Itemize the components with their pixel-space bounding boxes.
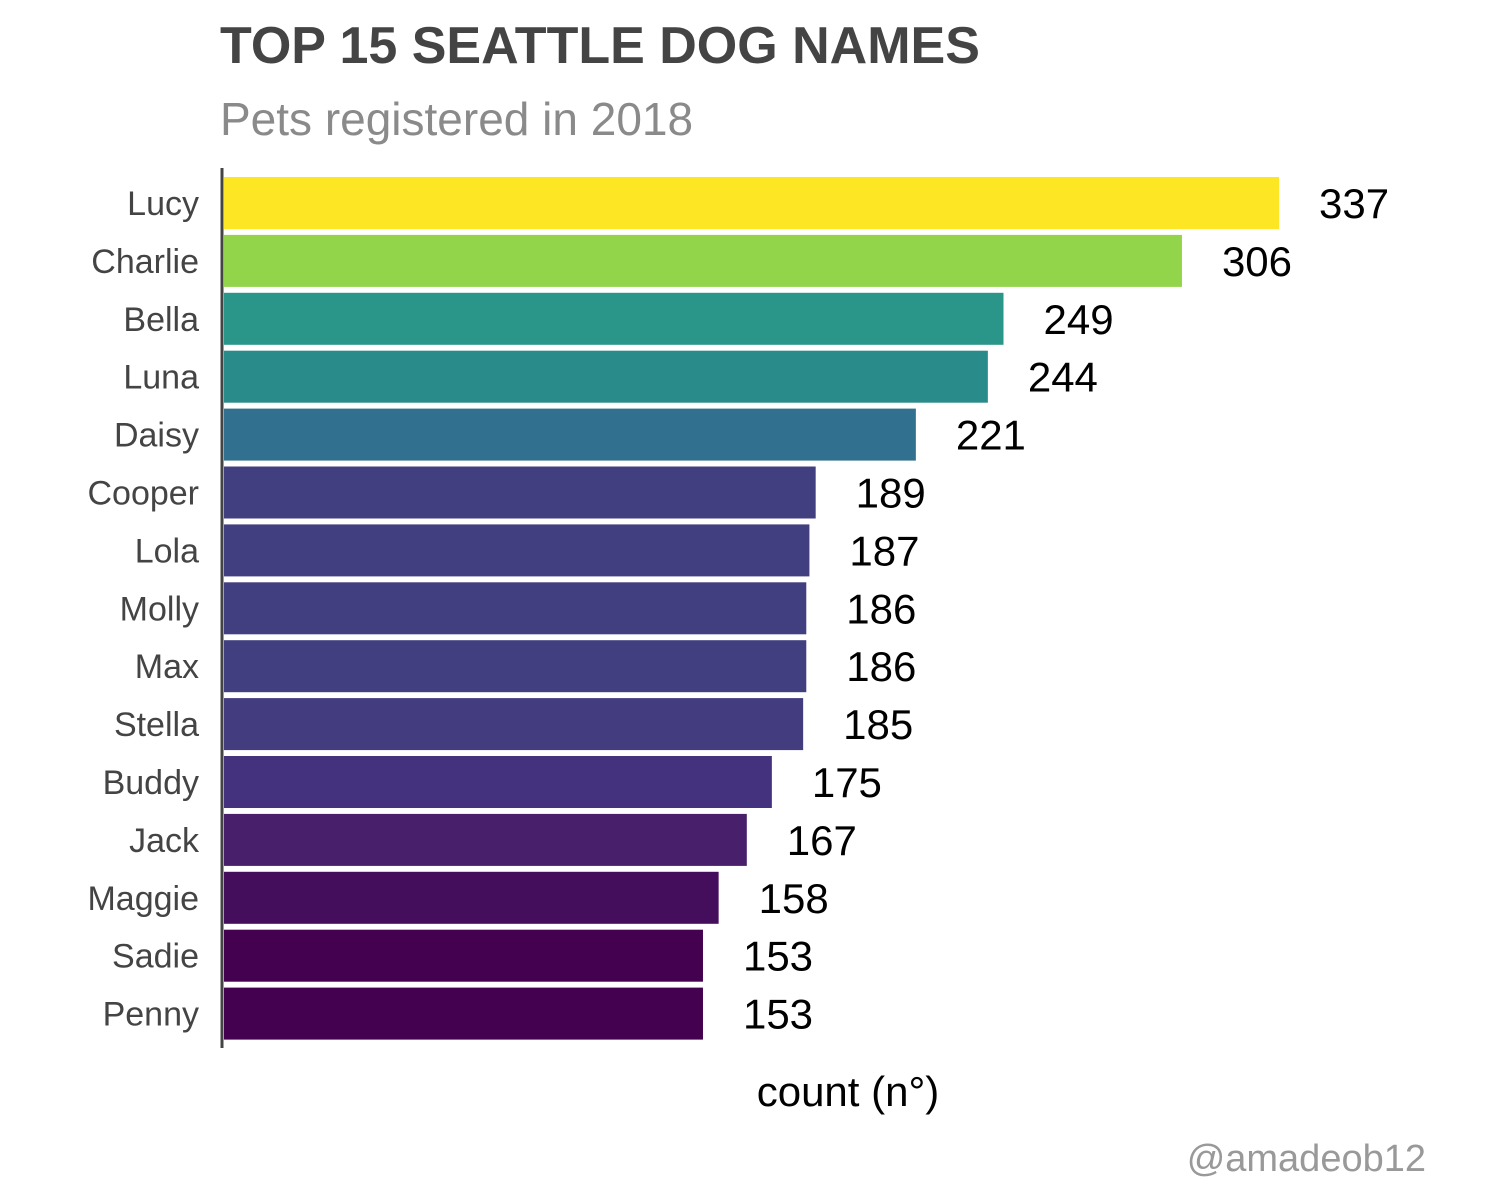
value-label: 175 (812, 759, 882, 806)
bar-charlie (224, 234, 1182, 287)
bars-layer (224, 177, 1279, 1040)
value-label: 167 (787, 817, 857, 864)
value-label: 189 (856, 470, 926, 517)
bar-bella (224, 292, 1004, 345)
category-label: Cooper (87, 475, 199, 513)
bar-buddy (224, 756, 772, 808)
value-label: 158 (759, 875, 829, 922)
bar-sadie (224, 929, 703, 982)
bar-max (224, 640, 807, 693)
value-label: 153 (743, 933, 813, 980)
category-label: Lola (135, 532, 199, 570)
chart-title: TOP 15 SEATTLE DOG NAMES (220, 17, 980, 75)
chart-caption: @amadeob12 (1186, 1138, 1426, 1180)
bar-stella (224, 698, 804, 751)
category-label: Max (135, 648, 199, 686)
bar-molly (224, 582, 807, 635)
category-label: Sadie (112, 938, 199, 976)
bar-maggie (224, 871, 719, 924)
category-label: Bella (123, 301, 199, 339)
category-label: Jack (129, 822, 200, 860)
value-label: 221 (956, 412, 1026, 459)
category-label: Buddy (103, 764, 199, 802)
category-label: Luna (123, 359, 199, 397)
category-label: Daisy (114, 417, 199, 455)
category-label: Molly (120, 590, 199, 628)
category-label: Charlie (91, 243, 199, 281)
value-label: 153 (743, 991, 813, 1038)
value-label: 186 (846, 585, 916, 632)
category-labels: Lucy Charlie Bella Luna Daisy Cooper Lola Molly… (87, 185, 200, 1034)
bar-lucy (224, 177, 1279, 229)
value-label: 187 (849, 527, 919, 574)
value-label: 186 (846, 643, 916, 690)
bar-jack (224, 813, 747, 866)
value-label: 249 (1044, 296, 1114, 343)
value-label: 337 (1319, 180, 1389, 227)
category-label: Lucy (127, 185, 199, 223)
value-label: 244 (1028, 354, 1098, 401)
chart-subtitle: Pets registered in 2018 (220, 93, 694, 145)
bar-lola (224, 524, 810, 577)
bar-penny (224, 987, 703, 1040)
value-label: 306 (1222, 238, 1292, 285)
category-label: Penny (103, 996, 199, 1034)
x-axis-label: count (n°) (757, 1068, 940, 1115)
category-label: Stella (114, 706, 199, 744)
bar-cooper (224, 466, 816, 519)
bar-daisy (224, 408, 916, 461)
bar-luna (224, 350, 988, 403)
value-label: 185 (843, 701, 913, 748)
category-label: Maggie (87, 880, 199, 918)
